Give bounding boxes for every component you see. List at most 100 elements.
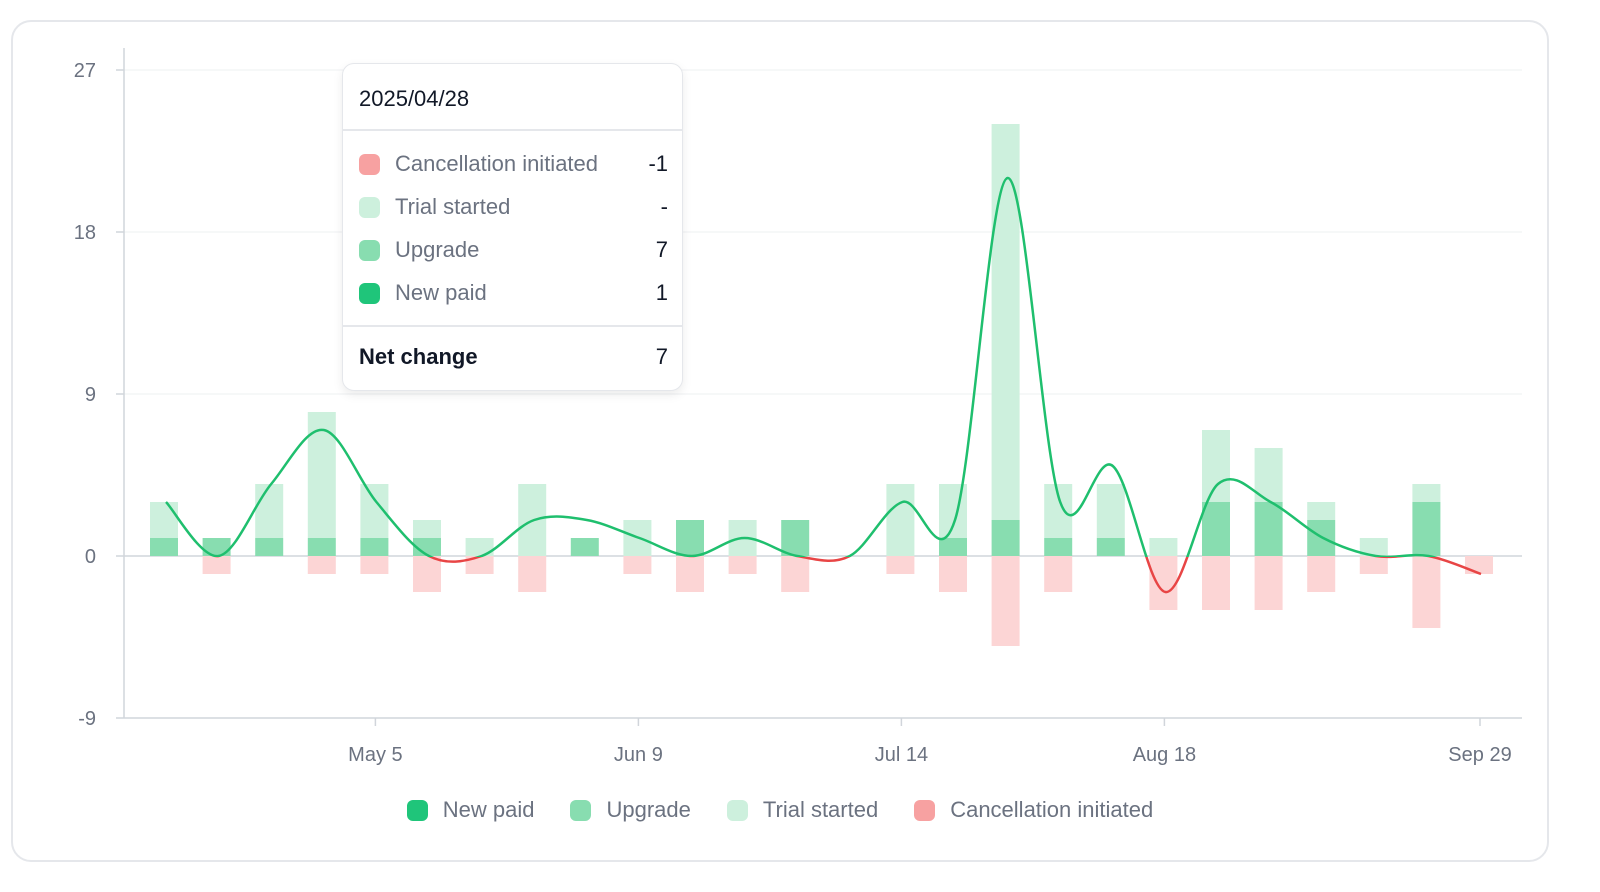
bar-upgrade xyxy=(1096,538,1125,556)
x-tick-label: Jul 14 xyxy=(875,744,928,766)
bar-cancellation xyxy=(1254,556,1283,610)
bar-upgrade xyxy=(360,538,389,556)
bar-cancellation xyxy=(307,556,336,574)
legend-swatch xyxy=(914,799,936,821)
legend-item-new-paid[interactable]: New paid xyxy=(406,797,535,823)
tooltip-net-label: Net change xyxy=(359,344,478,369)
bar-cancellation xyxy=(360,556,389,574)
bar-cancellation xyxy=(1044,556,1073,592)
tooltip-row-cancellation: Cancellation initiated -1 xyxy=(359,149,668,179)
x-tick-label: May 5 xyxy=(348,744,402,766)
tooltip-row-value: 1 xyxy=(655,280,668,305)
bar-cancellation xyxy=(202,556,231,574)
tooltip-divider xyxy=(343,129,682,131)
bar-trial-started xyxy=(886,484,915,556)
tooltip-swatch xyxy=(359,196,380,218)
bar-trial-started xyxy=(1254,448,1283,502)
legend-item-trial-started[interactable]: Trial started xyxy=(726,797,879,823)
bar-upgrade xyxy=(781,520,810,556)
bar-trial-started xyxy=(1307,502,1336,520)
bar-upgrade xyxy=(570,538,599,556)
tooltip-net-change: Net change 7 xyxy=(359,344,668,370)
bar-trial-started xyxy=(1412,484,1441,502)
bar-cancellation xyxy=(886,556,915,574)
legend-label: Upgrade xyxy=(606,797,691,822)
legend-swatch xyxy=(406,799,428,821)
bar-upgrade xyxy=(255,538,284,556)
bar-cancellation xyxy=(728,556,757,574)
bar-trial-started xyxy=(255,484,284,538)
bar-cancellation xyxy=(413,556,441,592)
bar-upgrade xyxy=(939,538,967,556)
bar-trial-started xyxy=(939,484,967,538)
tooltip-row-value: 7 xyxy=(655,237,668,262)
bar-upgrade xyxy=(1412,502,1441,556)
tooltip-row-label: Trial started xyxy=(395,194,511,219)
bar-cancellation xyxy=(1359,556,1388,574)
bar-trial-started xyxy=(1096,484,1125,538)
bar-cancellation xyxy=(1412,556,1441,628)
bar-cancellation xyxy=(676,556,704,592)
bar-trial-started xyxy=(413,520,441,538)
x-tick-label: Jun 9 xyxy=(614,744,663,766)
bar-cancellation xyxy=(623,556,652,574)
bar-upgrade xyxy=(1254,502,1283,556)
bar-cancellation xyxy=(1465,556,1493,574)
bar-upgrade xyxy=(1202,502,1230,556)
bar-trial-started xyxy=(1202,430,1230,502)
bar-trial-started xyxy=(1359,538,1388,556)
tooltip-row-new-paid: New paid 1 xyxy=(359,278,668,308)
tooltip-net-value: 7 xyxy=(655,344,668,369)
bar-cancellation xyxy=(1149,556,1178,610)
legend-swatch xyxy=(726,799,748,821)
tooltip-date: 2025/04/28 xyxy=(359,86,470,111)
legend-item-cancellation-initiated[interactable]: Cancellation initiated xyxy=(914,797,1153,823)
tooltip-row-label: Upgrade xyxy=(395,237,480,262)
bar-cancellation xyxy=(781,556,810,592)
legend-swatch xyxy=(570,799,592,821)
net-change-line-positive xyxy=(165,176,1439,557)
y-tick-label: 9 xyxy=(85,384,96,406)
legend-label: Trial started xyxy=(762,797,879,822)
y-tick-label: 27 xyxy=(74,60,96,82)
bars xyxy=(150,124,1493,646)
bar-upgrade xyxy=(676,520,704,556)
tooltip-row-value: -1 xyxy=(648,151,668,176)
y-tick-label: -9 xyxy=(78,708,96,730)
legend: New paid Upgrade Trial started Cancellat… xyxy=(0,797,1560,823)
y-tick-label: 18 xyxy=(74,222,96,244)
tooltip-swatch xyxy=(359,282,380,304)
legend-item-upgrade[interactable]: Upgrade xyxy=(570,797,691,823)
tooltip-row-label: Cancellation initiated xyxy=(395,151,599,176)
bar-cancellation xyxy=(991,556,1020,646)
bar-upgrade xyxy=(1044,538,1073,556)
bar-upgrade xyxy=(307,538,336,556)
bar-cancellation xyxy=(939,556,967,592)
bar-cancellation xyxy=(1202,556,1230,610)
tooltip-row-trial-started: Trial started - xyxy=(359,192,668,222)
chart-card xyxy=(11,20,1549,862)
x-tick-labels: May 5 Jun 9 Jul 14 Aug 18 Sep 29 xyxy=(348,718,1512,766)
legend-label: New paid xyxy=(442,797,535,822)
bar-upgrade xyxy=(991,520,1020,556)
y-tick-label: 0 xyxy=(85,546,96,568)
bar-upgrade xyxy=(150,538,178,556)
bar-trial-started xyxy=(465,538,494,556)
tooltip-row-label: New paid xyxy=(395,280,487,305)
x-tick-label: Sep 29 xyxy=(1448,744,1511,766)
y-tick-labels: -9 0 9 18 27 xyxy=(74,60,96,730)
net-change-line xyxy=(165,176,1482,594)
tooltip-row-value: - xyxy=(660,194,668,219)
bar-cancellation xyxy=(518,556,547,592)
tooltip-swatch xyxy=(359,239,380,261)
bar-cancellation xyxy=(1307,556,1336,592)
bar-upgrade xyxy=(202,538,231,556)
gridlines xyxy=(116,69,1522,719)
x-tick-label: Aug 18 xyxy=(1133,744,1196,766)
bar-trial-started xyxy=(991,124,1020,520)
tooltip: 2025/04/28 Cancellation initiated -1 Tri… xyxy=(342,63,683,391)
bar-cancellation xyxy=(465,556,494,574)
tooltip-swatch xyxy=(359,153,380,175)
legend-label: Cancellation initiated xyxy=(950,797,1154,822)
